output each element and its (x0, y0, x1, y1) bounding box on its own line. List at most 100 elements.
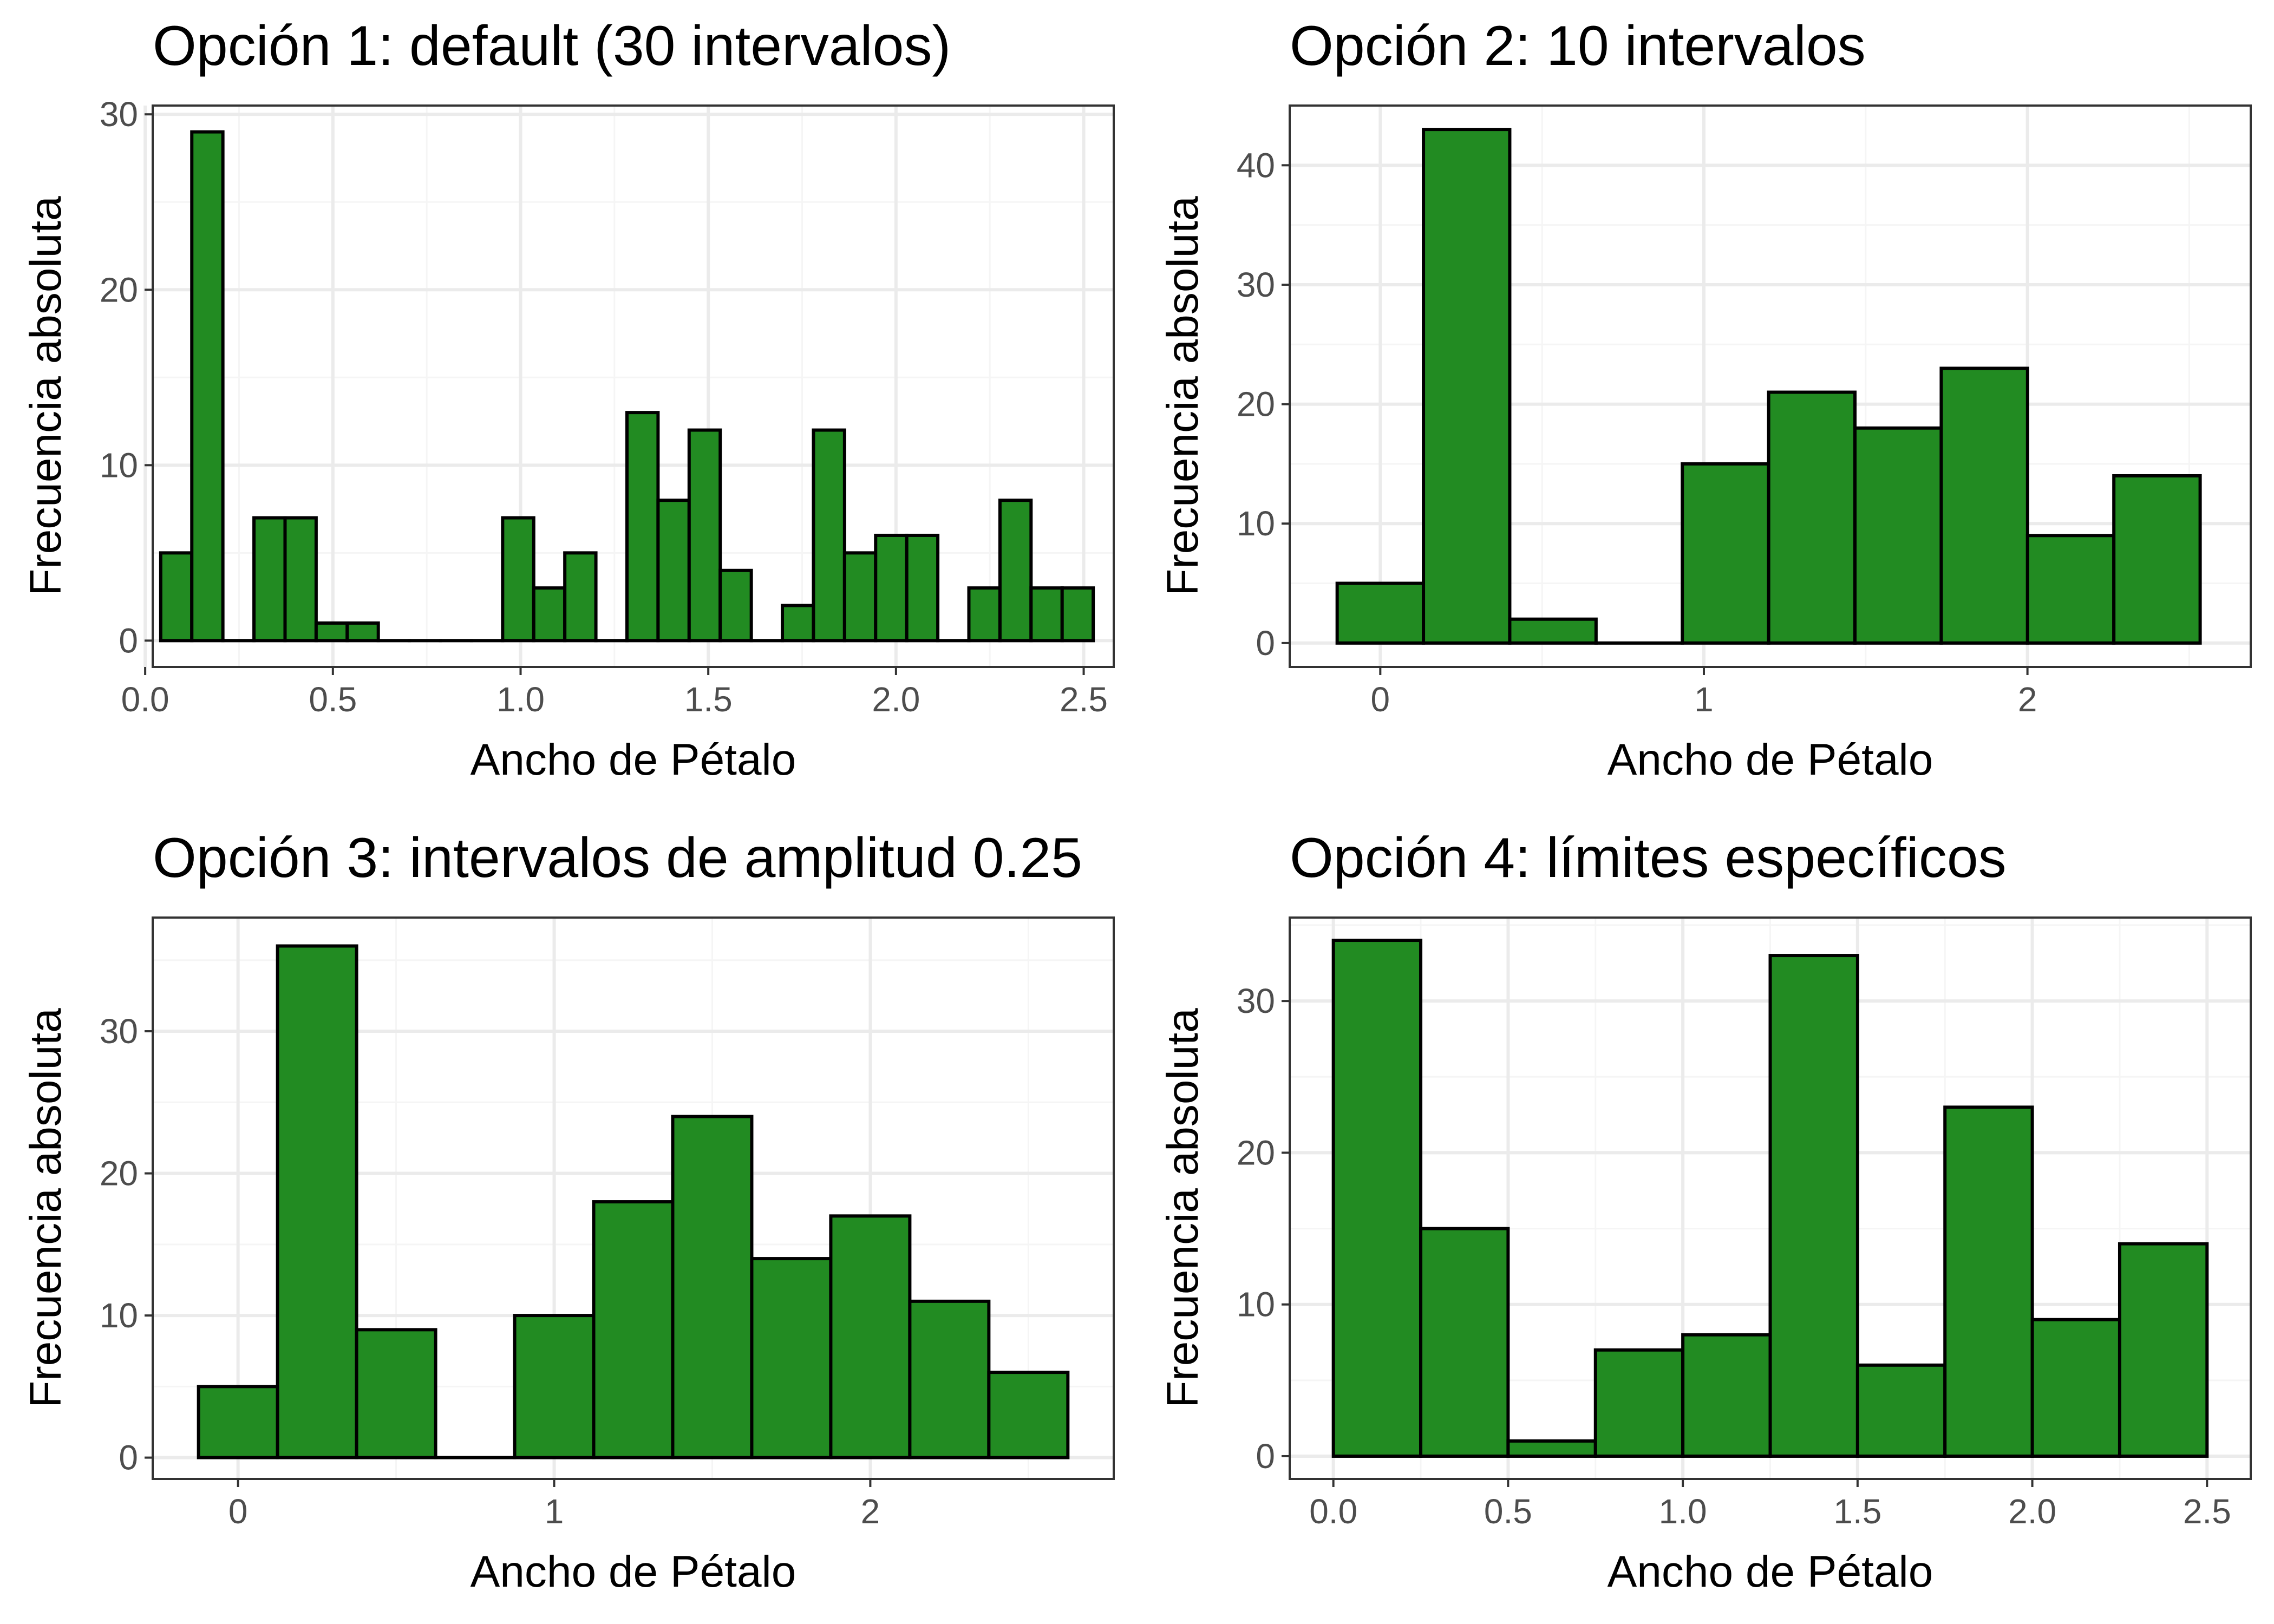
chart-title: Opción 4: límites específicos (1290, 827, 2007, 889)
histogram-bar (812, 428, 846, 643)
histogram-bar (1939, 366, 2029, 645)
histogram-bar (625, 411, 660, 643)
histogram-bar (314, 621, 349, 643)
histogram-bar (1029, 586, 1064, 643)
x-tick-label: 2.5 (2183, 1492, 2231, 1531)
x-tick-label: 1 (545, 1492, 564, 1531)
histogram-bar (874, 533, 909, 643)
histogram-bar (2112, 474, 2202, 645)
y-axis-title: Frecuencia absoluta (21, 196, 70, 596)
panel-border (152, 104, 1115, 668)
histogram-bar (355, 1328, 437, 1459)
y-tick-label: 30 (100, 95, 138, 134)
histogram-bar (781, 604, 815, 643)
histogram-bar (1060, 586, 1095, 643)
x-tick-label: 2 (2018, 680, 2037, 719)
y-tick-label: 20 (100, 270, 138, 309)
histogram-bar (2030, 1318, 2121, 1458)
histogram-bar (967, 586, 1002, 643)
x-tick-label: 1.0 (496, 680, 545, 719)
histogram-bar (1853, 426, 1943, 645)
histogram-bar (905, 533, 940, 643)
x-tick-label: 2.0 (2008, 1492, 2056, 1531)
y-axis: 0 10 20 30 40 (1237, 146, 1290, 663)
histogram-bar (908, 1299, 991, 1459)
histogram-bar (2118, 1242, 2209, 1458)
y-axis: 0 10 20 30 (1237, 981, 1290, 1476)
y-axis-title: Frecuencia absoluta (1158, 1008, 1207, 1408)
x-tick-label: 0.5 (309, 680, 357, 719)
histogram-bar (283, 516, 318, 643)
y-axis-title: Frecuencia absoluta (21, 1008, 70, 1408)
y-tick-label: 20 (1237, 385, 1275, 424)
histogram-bar (656, 499, 691, 643)
x-tick-label: 1.0 (1659, 1492, 1707, 1531)
histogram-panel-1: Opción 1: default (30 intervalos) 0.0 0.5 1… (0, 0, 1137, 812)
histogram-bar (252, 516, 287, 643)
x-axis-title: Ancho de Pétalo (1608, 735, 1933, 784)
histogram-bar (1335, 581, 1426, 645)
y-tick-label: 10 (100, 446, 138, 484)
panel-border (152, 916, 1115, 1480)
x-tick-label: 0.0 (121, 680, 169, 719)
histogram-bar (276, 944, 358, 1459)
y-tick-label: 30 (1237, 981, 1275, 1020)
histogram-panel-2: Opción 2: 10 intervalos 0 1 2 0 10 20 30 40 Ancho… (1137, 0, 2274, 812)
x-axis-title: Ancho de Pétalo (471, 1547, 796, 1596)
histogram-bar (563, 551, 598, 643)
x-tick-label: 0 (1371, 680, 1390, 719)
histogram-bar (532, 586, 567, 643)
y-tick-label: 0 (1256, 624, 1275, 663)
histogram-panel-4: Opción 4: límites específicos 0.0 0.5 1.0 1.… (1137, 812, 2274, 1624)
histogram-bar (1767, 390, 1857, 645)
y-tick-label: 10 (100, 1296, 138, 1335)
histogram-bar (987, 1371, 1070, 1459)
y-axis: 0 10 20 30 (100, 95, 153, 660)
x-tick-label: 2.5 (1060, 680, 1108, 719)
histogram-bar (718, 568, 753, 643)
histogram-bar (1419, 1227, 1510, 1458)
x-tick-label: 2.0 (872, 680, 920, 719)
chart-title: Opción 2: 10 intervalos (1290, 15, 1866, 77)
x-axis: 0.0 0.5 1.0 1.5 2.0 2.5 (121, 667, 1108, 719)
histogram-bar (501, 516, 535, 643)
x-axis-title: Ancho de Pétalo (471, 735, 796, 784)
x-tick-label: 0 (228, 1492, 248, 1531)
y-tick-label: 40 (1237, 146, 1275, 185)
x-tick-label: 1.5 (1833, 1492, 1881, 1531)
bars (197, 944, 1070, 1459)
y-axis-title: Frecuencia absoluta (1158, 196, 1207, 596)
y-tick-label: 20 (100, 1154, 138, 1193)
panel-border (1289, 916, 2252, 1480)
x-axis: 0.0 0.5 1.0 1.5 2.0 2.5 (1309, 1479, 2231, 1531)
histogram-bar (592, 1200, 675, 1459)
histogram-svg-1: Opción 1: default (30 intervalos) 0.0 0.5 1… (21, 15, 1115, 784)
x-tick-label: 1 (1694, 680, 1714, 719)
bars (1331, 939, 2209, 1458)
panel-border (1289, 104, 2252, 668)
x-axis-title: Ancho de Pétalo (1608, 1547, 1933, 1596)
histogram-bar (190, 130, 225, 643)
y-tick-label: 0 (119, 621, 138, 660)
histogram-bar (1768, 954, 1859, 1458)
y-tick-label: 0 (119, 1438, 138, 1477)
y-tick-label: 10 (1237, 1285, 1275, 1324)
y-axis: 0 10 20 30 (100, 1012, 153, 1477)
bars (1335, 128, 2202, 645)
histogram-panel-3: Opción 3: intervalos de amplitud 0.25 0 1 2… (0, 812, 1137, 1624)
histogram-bar (829, 1214, 912, 1459)
chart-title: Opción 3: intervalos de amplitud 0.25 (153, 827, 1082, 889)
histogram-svg-4: Opción 4: límites específicos 0.0 0.5 1.0 1.… (1158, 827, 2252, 1596)
x-axis: 0 1 2 (228, 1479, 880, 1531)
histogram-bar (2025, 534, 2116, 645)
histogram-bar (159, 551, 194, 643)
y-tick-label: 30 (100, 1012, 138, 1051)
histogram-bar (1506, 1439, 1597, 1458)
y-tick-label: 30 (1237, 265, 1275, 304)
histogram-bar (513, 1314, 596, 1459)
histogram-bar (1855, 1363, 1947, 1458)
x-tick-label: 1.5 (684, 680, 733, 719)
histogram-bar (998, 499, 1033, 643)
chart-title: Opción 1: default (30 intervalos) (153, 15, 951, 77)
histogram-bar (1593, 1348, 1685, 1458)
